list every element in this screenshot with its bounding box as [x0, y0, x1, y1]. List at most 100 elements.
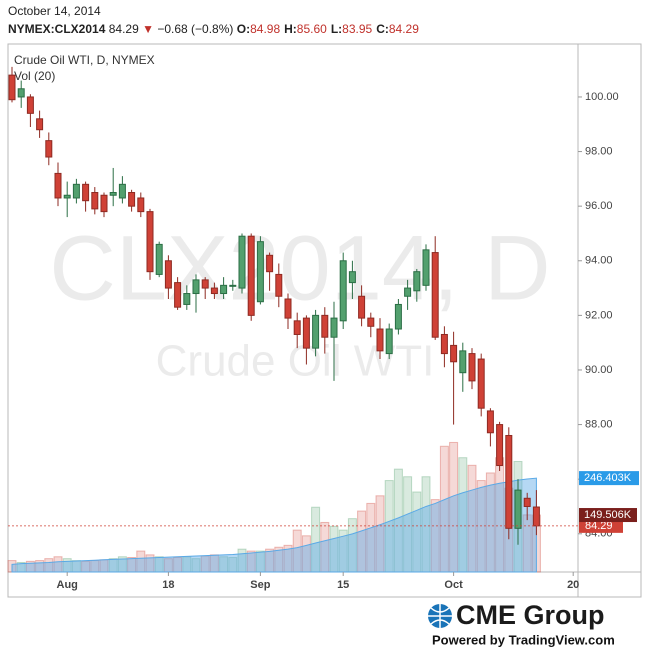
candle-body [358, 295, 366, 319]
volume-label: 149.506K [584, 509, 632, 521]
candle-body [63, 194, 71, 199]
volume-ma-area [11, 477, 537, 573]
candle-body [496, 424, 504, 467]
volume-ma-label: 246.403K [584, 472, 632, 484]
ohlc-value: 83.95 [342, 22, 373, 36]
candle-body [367, 317, 375, 327]
quote-line: NYMEX:CLX2014 84.29 ▼ −0.68 (−0.8%) O:84… [8, 22, 423, 36]
candle-body [275, 273, 283, 297]
volume-ma-badge [579, 471, 639, 486]
y-tick-label: 100.00 [585, 91, 619, 103]
x-tick-label: 18 [162, 579, 174, 591]
logo-globe-lines [428, 604, 452, 628]
candle-body [256, 241, 264, 303]
candle-body [36, 118, 44, 131]
candle-body [192, 279, 200, 295]
change: −0.68 [157, 22, 188, 36]
candle-body [385, 328, 393, 355]
y-tick-label: 90.00 [585, 364, 613, 376]
powered-by: Powered by TradingView.com [432, 632, 615, 647]
x-tick-label: Aug [57, 579, 78, 591]
candle-body [72, 183, 80, 199]
candle-body [514, 489, 522, 529]
candle-body [155, 243, 163, 275]
y-tick-label: 94.00 [585, 255, 613, 267]
candle-body [210, 287, 218, 295]
candle-body [431, 252, 439, 338]
candle-body [164, 260, 172, 289]
candle-body [302, 317, 310, 349]
y-tick-label: 98.00 [585, 145, 613, 157]
candle-body [26, 96, 34, 114]
candle-body [118, 183, 126, 199]
candle-body [312, 314, 320, 349]
candle-body [220, 284, 228, 295]
candle-body [477, 358, 485, 409]
y-tick-label: 92.00 [585, 309, 613, 321]
candle-body [321, 314, 329, 338]
candle-body [404, 287, 412, 297]
watermark: CLX2014, D Crude Oil WTI [49, 217, 550, 385]
x-tick-label: 15 [337, 579, 349, 591]
chart-title: Crude Oil WTI, D, NYMEX [14, 53, 155, 67]
candle-body [293, 320, 301, 335]
x-tick-label: Sep [250, 579, 270, 591]
candle-body [174, 282, 182, 308]
candle-body [486, 410, 494, 434]
candle-body [468, 353, 476, 382]
frame [7, 43, 642, 598]
ohlc-key: L: [330, 22, 343, 36]
symbol: NYMEX:CLX2014 [8, 22, 106, 36]
x-tick-label: Oct [444, 579, 463, 591]
candle-body [17, 88, 25, 98]
candle-body [440, 333, 448, 355]
price-layer [8, 66, 578, 545]
candle-body [54, 172, 62, 199]
candle-body [459, 350, 467, 374]
change-arrow: ▼ [142, 22, 154, 36]
volume-legend: Vol (20) [14, 69, 55, 83]
candle-body [128, 192, 136, 207]
y-tick-label: 96.00 [585, 200, 613, 212]
candle-body [82, 183, 90, 202]
watermark-symbol: CLX2014, D [49, 217, 550, 319]
last-price-label: 84.29 [585, 520, 613, 532]
candle-body [505, 434, 513, 529]
candle-body [238, 235, 246, 289]
candle-body [229, 284, 237, 287]
ohlc-value: 85.60 [296, 22, 327, 36]
logo-text: CME Group [456, 600, 605, 630]
volume-layer [7, 441, 541, 573]
candle-body [201, 279, 209, 289]
y-tick-label: 88.00 [585, 418, 613, 430]
ohlc-key: O: [236, 22, 251, 36]
logo: CME Group Powered by TradingView.com [428, 600, 615, 647]
last-price: 84.29 [108, 22, 139, 36]
change-pct: (−0.8%) [191, 22, 234, 36]
candle-body [413, 271, 421, 292]
date: October 14, 2014 [8, 4, 101, 18]
ohlc-value: 84.98 [250, 22, 281, 36]
x-tick-label: 20 [567, 579, 579, 591]
ohlc-key: C: [376, 22, 389, 36]
candle-body [523, 497, 531, 507]
volume-badge [579, 508, 637, 523]
candle-body [284, 298, 292, 319]
candle-body [109, 192, 117, 196]
candle-body [394, 303, 402, 330]
candle-body [450, 344, 458, 363]
candle-body [376, 328, 384, 352]
ohlc: O:84.98 H:85.60 L:83.95 C:84.29 [237, 22, 423, 36]
candle-body [91, 192, 99, 210]
candle-body [266, 254, 274, 273]
ohlc-value: 84.29 [388, 22, 419, 36]
candle-body [422, 249, 430, 286]
candle-body [8, 74, 16, 101]
candle-body [330, 317, 338, 338]
candle-body [137, 197, 145, 213]
candle-body [183, 293, 191, 305]
candle-body [146, 211, 154, 273]
candle-body [339, 260, 347, 322]
